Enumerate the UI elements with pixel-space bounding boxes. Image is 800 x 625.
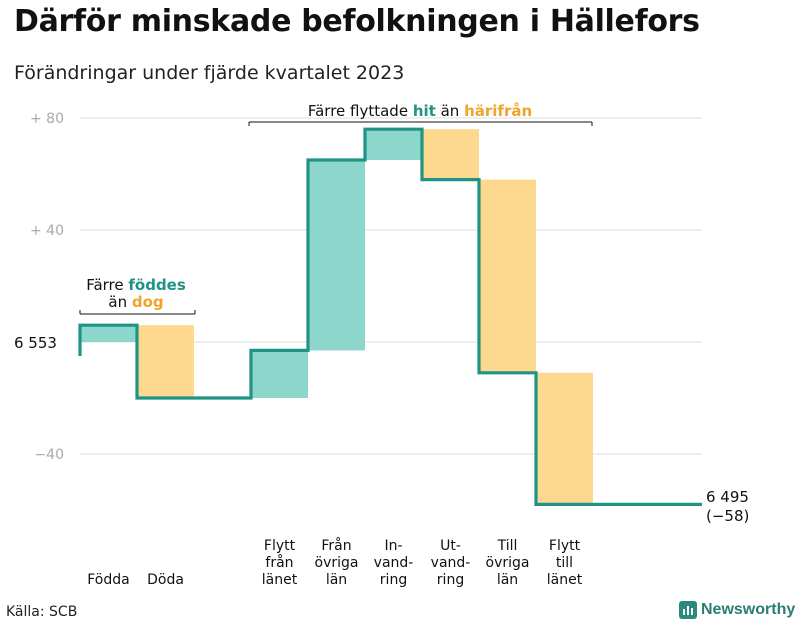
category-label: Flytt	[264, 538, 296, 554]
category-label: länet	[547, 572, 583, 588]
category-label: övriga	[315, 555, 359, 571]
chart-title: Därför minskade befolkningen i Hällefors	[14, 4, 700, 39]
category-label: från	[265, 554, 293, 571]
bar-chart-icon	[679, 601, 697, 619]
bar-decrease	[422, 129, 479, 180]
annotation-births-line2: än dog	[108, 293, 163, 311]
category-label: ring	[380, 572, 407, 588]
bar-decrease	[536, 372, 593, 505]
annotation-migration: Färre flyttade hit än härifrån	[308, 102, 532, 120]
bar-increase	[365, 129, 422, 160]
annotation-births-line1: Färre föddes	[86, 276, 186, 294]
end-value-label: 6 495	[706, 488, 749, 506]
source-note: Källa: SCB	[6, 604, 78, 620]
category-label: Till	[497, 538, 518, 554]
category-label: Från	[321, 537, 351, 554]
category-label: vand-	[374, 555, 414, 571]
end-change-label: (−58)	[706, 507, 749, 525]
y-tick-label: −40	[34, 447, 64, 463]
waterfall-step-line	[78, 127, 702, 506]
category-label: Döda	[147, 572, 184, 588]
y-tick-label: + 40	[30, 223, 64, 239]
bar-increase	[308, 160, 365, 351]
category-label: In-	[384, 538, 402, 554]
chart-subtitle: Förändringar under fjärde kvartalet 2023	[14, 62, 405, 84]
bar-decrease	[479, 179, 536, 373]
brand-logo: Newsworthy	[679, 601, 795, 619]
category-label: vand-	[431, 555, 471, 571]
brand-name: Newsworthy	[701, 601, 796, 618]
bar-increase	[251, 350, 308, 398]
category-label: övriga	[486, 555, 530, 571]
category-label: län	[326, 572, 347, 588]
start-value-label: 6 553	[14, 334, 57, 352]
category-label: Ut-	[440, 538, 461, 554]
bar-increase	[80, 325, 137, 342]
category-label: ring	[437, 572, 464, 588]
category-label: län	[497, 572, 518, 588]
category-label: Födda	[87, 572, 129, 588]
category-label: länet	[262, 572, 298, 588]
y-tick-label: + 80	[30, 111, 64, 127]
category-label: Flytt	[549, 538, 581, 554]
bar-decrease	[137, 325, 194, 398]
category-label: till	[556, 555, 573, 571]
